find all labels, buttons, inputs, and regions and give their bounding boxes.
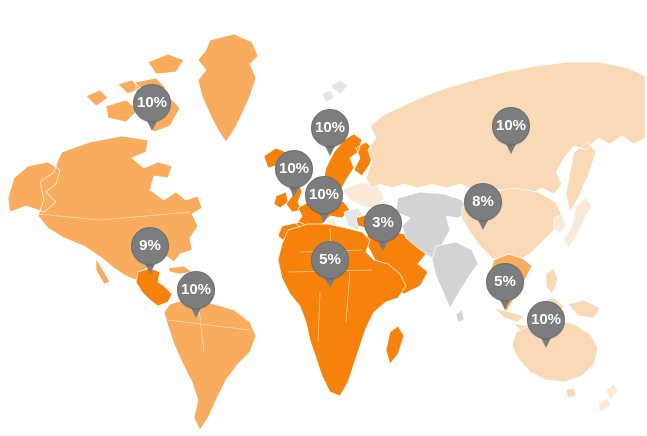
region-greenland[interactable] bbox=[197, 33, 259, 143]
region-india[interactable] bbox=[431, 241, 479, 323]
map-marker-central-europe[interactable]: 10% bbox=[305, 176, 343, 226]
region-central-america[interactable] bbox=[135, 267, 173, 307]
marker-percentage-label: 10% bbox=[305, 176, 343, 214]
marker-percentage-label: 10% bbox=[133, 84, 171, 122]
map-marker-canada[interactable]: 10% bbox=[133, 84, 171, 134]
region-madagascar[interactable] bbox=[385, 325, 405, 365]
map-marker-africa[interactable]: 5% bbox=[311, 241, 349, 291]
marker-percentage-label: 10% bbox=[177, 271, 215, 309]
marker-percentage-label: 10% bbox=[275, 150, 313, 188]
marker-percentage-label: 10% bbox=[311, 109, 349, 147]
marker-percentage-label: 3% bbox=[364, 204, 402, 242]
marker-percentage-label: 10% bbox=[492, 107, 530, 145]
map-marker-china[interactable]: 8% bbox=[464, 183, 502, 233]
region-africa[interactable] bbox=[277, 223, 407, 397]
map-marker-uk[interactable]: 10% bbox=[275, 150, 313, 200]
region-new-zealand[interactable] bbox=[597, 383, 619, 413]
region-korea[interactable] bbox=[553, 213, 567, 235]
region-philippines[interactable] bbox=[545, 267, 559, 295]
map-marker-turkey-middle-east[interactable]: 3% bbox=[364, 204, 402, 254]
map-marker-scandinavia[interactable]: 10% bbox=[311, 109, 349, 159]
map-marker-mexico[interactable]: 9% bbox=[131, 227, 169, 277]
marker-percentage-label: 8% bbox=[464, 183, 502, 221]
marker-percentage-label: 10% bbox=[527, 301, 565, 339]
marker-percentage-label: 9% bbox=[131, 227, 169, 265]
marker-percentage-label: 5% bbox=[486, 263, 524, 301]
region-south-america[interactable] bbox=[163, 297, 257, 431]
region-north-america[interactable] bbox=[7, 135, 203, 285]
region-eastern-europe[interactable] bbox=[341, 181, 385, 209]
region-japan[interactable] bbox=[563, 197, 593, 249]
region-new-guinea[interactable] bbox=[567, 299, 601, 319]
map-marker-russia[interactable]: 10% bbox=[492, 107, 530, 157]
region-svalbard[interactable] bbox=[321, 79, 349, 103]
map-marker-southeast-asia[interactable]: 5% bbox=[486, 263, 524, 313]
map-marker-australia[interactable]: 10% bbox=[527, 301, 565, 351]
marker-percentage-label: 5% bbox=[311, 241, 349, 279]
map-marker-south-america[interactable]: 10% bbox=[177, 271, 215, 321]
